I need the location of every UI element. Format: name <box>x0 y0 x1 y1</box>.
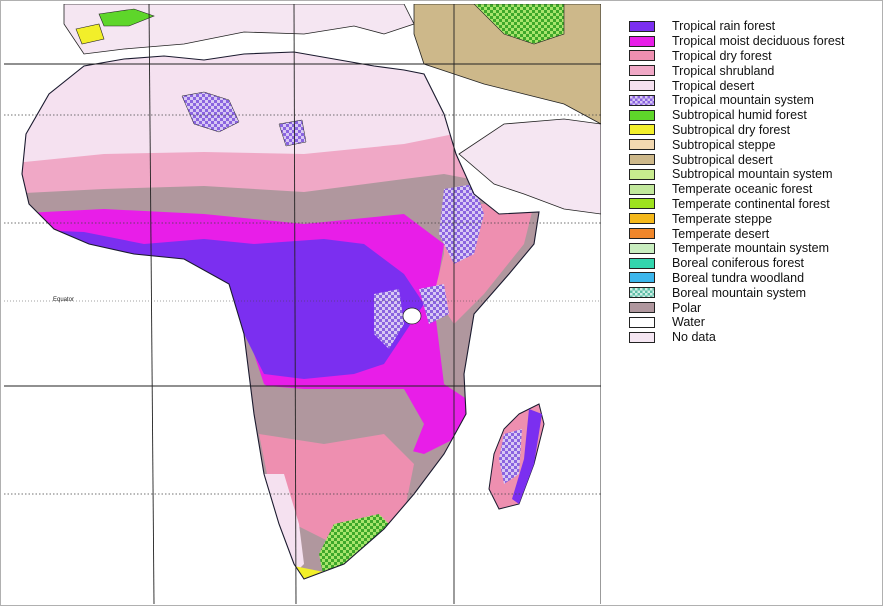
legend-label: Subtropical mountain system <box>672 167 833 182</box>
legend-item: Tropical dry forest <box>629 49 879 64</box>
arabia-landmass <box>458 118 601 215</box>
legend-item: Boreal mountain system <box>629 285 879 300</box>
legend-swatch <box>629 257 655 269</box>
madagascar-mountains <box>499 429 522 484</box>
legend-item: Subtropical steppe <box>629 137 879 152</box>
ahaggar-mountains <box>181 91 240 133</box>
legend-swatch <box>629 139 655 151</box>
legend-label: Tropical dry forest <box>672 48 772 63</box>
legend-swatch <box>629 287 655 299</box>
legend-item: Water <box>629 315 879 330</box>
africa-outline <box>21 51 540 580</box>
legend-label: No data <box>672 330 716 345</box>
legend-swatch <box>629 168 655 180</box>
madagascar-rainforest <box>512 409 542 504</box>
legend-swatch <box>629 154 655 166</box>
legend-label: Boreal coniferous forest <box>672 256 805 271</box>
legend-label: Temperate oceanic forest <box>672 182 813 197</box>
legend-item: Temperate continental forest <box>629 197 879 212</box>
legend-item: Boreal coniferous forest <box>629 256 879 271</box>
legend-label: Temperate mountain system <box>672 241 830 256</box>
legend-label: Temperate steppe <box>672 211 773 226</box>
europe-yellow-patch <box>75 23 105 45</box>
legend-swatch <box>629 242 655 254</box>
legend-label: Temperate continental forest <box>672 196 830 211</box>
legend-swatch <box>629 316 655 328</box>
legend: Tropical rain forest Tropical moist decid… <box>629 19 879 345</box>
legend-label: Temperate desert <box>672 226 770 241</box>
legend-item: Boreal tundra woodland <box>629 271 879 286</box>
legend-swatch <box>629 124 655 136</box>
legend-swatch <box>629 20 655 32</box>
legend-item: Temperate mountain system <box>629 241 879 256</box>
middle-east-mountain <box>473 4 565 45</box>
legend-label: Tropical desert <box>672 78 755 93</box>
legend-label: Water <box>672 315 705 330</box>
legend-item: Tropical shrubland <box>629 63 879 78</box>
tropic-lines <box>4 114 601 495</box>
legend-item: Subtropical desert <box>629 152 879 167</box>
legend-label: Tropical rain forest <box>672 19 776 34</box>
legend-label: Tropical mountain system <box>672 93 814 108</box>
legend-item: Tropical desert <box>629 78 879 93</box>
legend-swatch <box>629 331 655 343</box>
legend-swatch <box>629 94 655 106</box>
legend-swatch <box>629 183 655 195</box>
legend-item: Subtropical dry forest <box>629 123 879 138</box>
europe-green-patch <box>98 8 155 27</box>
legend-label: Subtropical humid forest <box>672 108 807 123</box>
legend-item: Temperate oceanic forest <box>629 182 879 197</box>
africa-ecological-zones-map <box>4 4 601 604</box>
equator-label: Equator <box>53 297 75 303</box>
legend-item: Temperate desert <box>629 226 879 241</box>
legend-swatch <box>629 272 655 284</box>
legend-item: No data <box>629 330 879 345</box>
legend-label: Subtropical dry forest <box>672 122 791 137</box>
legend-swatch <box>629 80 655 92</box>
legend-label: Boreal tundra woodland <box>672 270 805 285</box>
legend-label: Polar <box>672 300 702 315</box>
legend-item: Temperate steppe <box>629 211 879 226</box>
legend-swatch <box>629 198 655 210</box>
legend-item: Tropical moist deciduous forest <box>629 34 879 49</box>
graticule <box>4 4 601 604</box>
legend-swatch <box>629 65 655 77</box>
legend-label: Subtropical desert <box>672 152 773 167</box>
legend-label: Tropical shrubland <box>672 63 775 78</box>
legend-swatch <box>629 213 655 225</box>
legend-label: Subtropical steppe <box>672 137 776 152</box>
legend-item: Tropical mountain system <box>629 93 879 108</box>
legend-swatch <box>629 109 655 121</box>
legend-item: Tropical rain forest <box>629 19 879 34</box>
legend-swatch <box>629 50 655 62</box>
legend-swatch <box>629 35 655 47</box>
lake-victoria <box>402 307 422 325</box>
legend-item: Subtropical humid forest <box>629 108 879 123</box>
legend-swatch <box>629 302 655 314</box>
legend-item: Polar <box>629 300 879 315</box>
legend-item: Subtropical mountain system <box>629 167 879 182</box>
legend-label: Tropical moist deciduous forest <box>672 34 845 49</box>
legend-label: Boreal mountain system <box>672 285 807 300</box>
legend-swatch <box>629 228 655 240</box>
